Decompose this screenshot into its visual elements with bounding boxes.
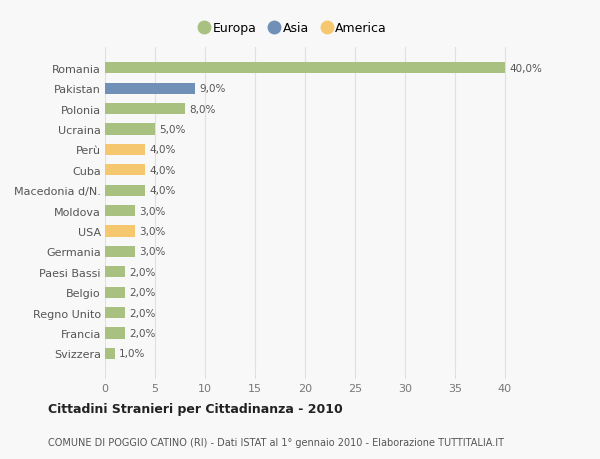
Bar [105,145,145,156]
Bar [105,287,125,298]
Text: COMUNE DI POGGIO CATINO (RI) - Dati ISTAT al 1° gennaio 2010 - Elaborazione TUTT: COMUNE DI POGGIO CATINO (RI) - Dati ISTA… [48,437,504,448]
Bar [105,124,155,135]
Bar [105,308,125,319]
Text: 1,0%: 1,0% [119,349,145,358]
Bar [105,328,125,339]
Bar [105,226,135,237]
Text: 9,0%: 9,0% [199,84,226,94]
Bar [105,246,135,257]
Text: 4,0%: 4,0% [149,165,175,175]
Text: 40,0%: 40,0% [509,64,542,73]
Bar [105,206,135,217]
Bar [105,348,115,359]
Text: 2,0%: 2,0% [129,308,155,318]
Bar [105,165,145,176]
Legend: Europa, Asia, America: Europa, Asia, America [201,22,387,35]
Text: 3,0%: 3,0% [139,226,166,236]
Bar [105,185,145,196]
Bar [105,267,125,278]
Text: 8,0%: 8,0% [189,104,215,114]
Text: Cittadini Stranieri per Cittadinanza - 2010: Cittadini Stranieri per Cittadinanza - 2… [48,403,343,415]
Text: 2,0%: 2,0% [129,288,155,297]
Bar [105,84,195,95]
Text: 3,0%: 3,0% [139,247,166,257]
Text: 2,0%: 2,0% [129,328,155,338]
Text: 3,0%: 3,0% [139,206,166,216]
Text: 4,0%: 4,0% [149,145,175,155]
Bar [105,63,505,74]
Text: 4,0%: 4,0% [149,186,175,196]
Text: 2,0%: 2,0% [129,267,155,277]
Bar [105,104,185,115]
Text: 5,0%: 5,0% [159,125,185,134]
